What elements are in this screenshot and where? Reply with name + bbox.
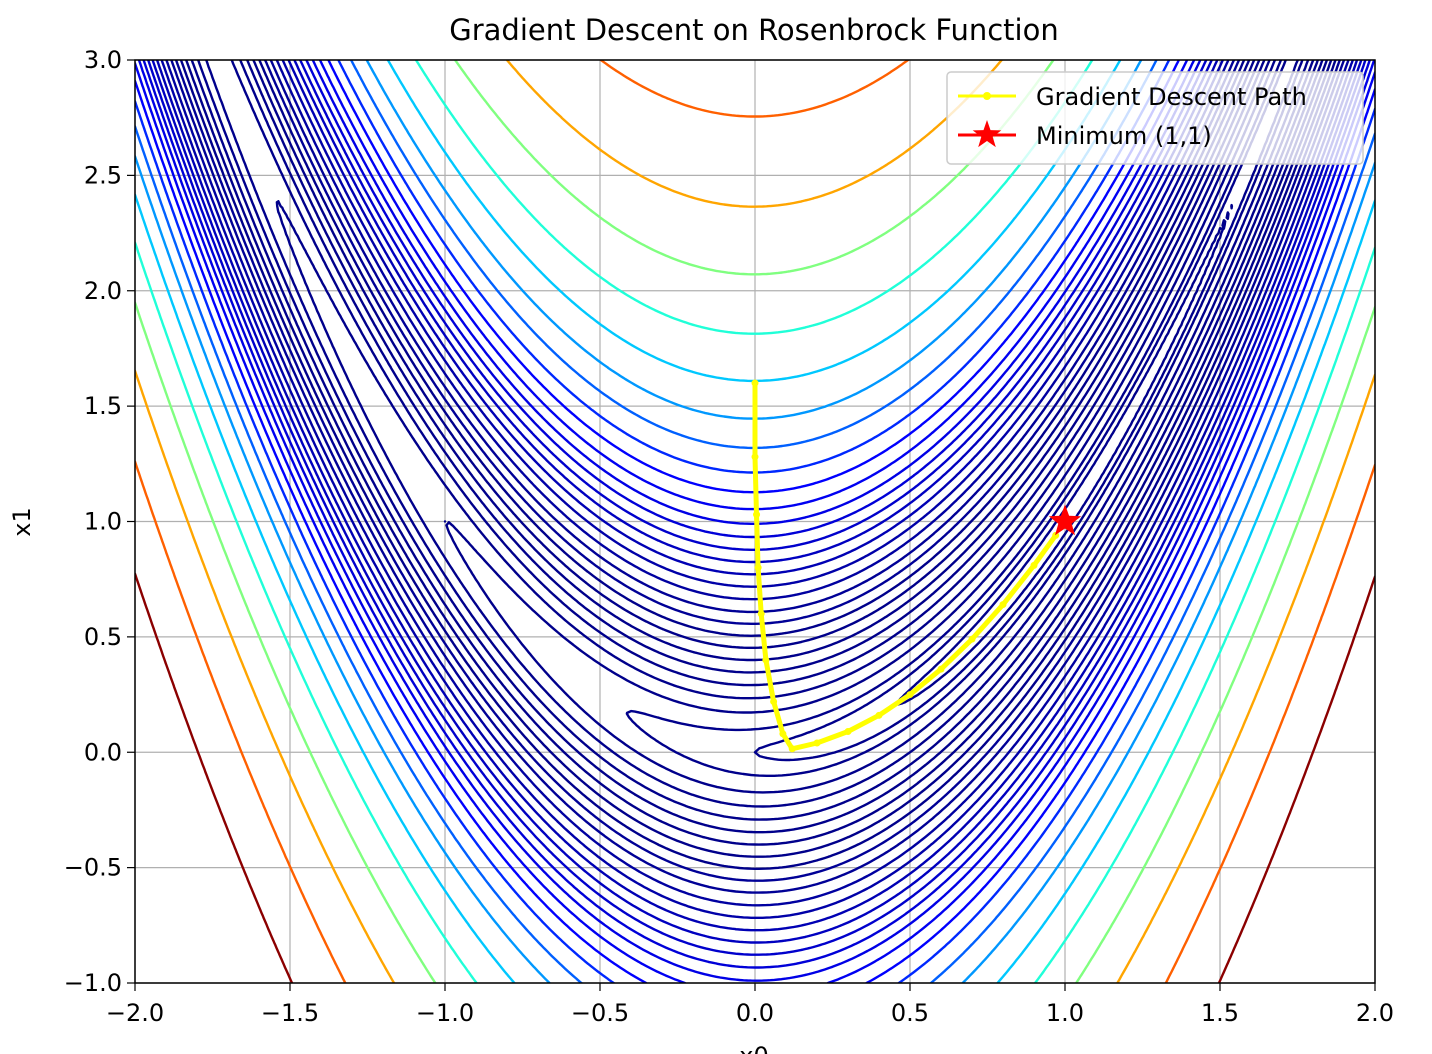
y-tick-label: 0.0 bbox=[84, 738, 122, 766]
x-tick-label: 1.0 bbox=[1046, 999, 1084, 1027]
y-tick-label: 1.5 bbox=[84, 392, 122, 420]
contour-line bbox=[155, 60, 1359, 932]
contour-line bbox=[135, 60, 1375, 983]
chart-title: Gradient Descent on Rosenbrock Function bbox=[449, 13, 1058, 47]
y-tick-label: −1.0 bbox=[64, 969, 122, 997]
path-point bbox=[770, 697, 778, 705]
path-point bbox=[968, 635, 976, 643]
path-point bbox=[751, 453, 759, 461]
y-axis-label: x1 bbox=[8, 507, 36, 536]
y-tick-label: 3.0 bbox=[84, 46, 122, 74]
legend-label-path: Gradient Descent Path bbox=[1036, 83, 1307, 111]
x-tick-label: 0.0 bbox=[736, 999, 774, 1027]
path-point bbox=[937, 665, 945, 673]
minimum-star-marker bbox=[1048, 504, 1082, 536]
y-tick-label: 0.5 bbox=[84, 623, 122, 651]
contour-line bbox=[135, 60, 1375, 983]
contour-line bbox=[151, 60, 1363, 944]
path-layer bbox=[751, 379, 1082, 753]
x-tick-label: 2.0 bbox=[1356, 999, 1394, 1027]
path-point bbox=[875, 711, 883, 719]
x-tick-label: −1.5 bbox=[261, 999, 319, 1027]
contour-line bbox=[135, 60, 1375, 983]
y-tick-label: 2.5 bbox=[84, 161, 122, 189]
x-axis-label: x0 bbox=[739, 1042, 768, 1054]
path-point bbox=[906, 691, 914, 699]
y-tick-label: 1.0 bbox=[84, 508, 122, 536]
contour-line bbox=[443, 60, 1310, 794]
contour-line bbox=[135, 60, 1375, 983]
path-point bbox=[757, 610, 765, 618]
legend-swatch-marker bbox=[983, 92, 991, 100]
contour-line bbox=[135, 60, 1375, 983]
legend-star-icon bbox=[972, 120, 1002, 148]
path-point bbox=[844, 727, 852, 735]
contour-lines bbox=[135, 60, 1375, 983]
path-point bbox=[779, 730, 787, 738]
path-point bbox=[762, 656, 770, 664]
contour-line bbox=[137, 60, 1375, 982]
path-point bbox=[754, 564, 762, 572]
contour-line bbox=[147, 60, 1367, 956]
legend: Gradient Descent Path Minimum (1,1) bbox=[946, 71, 1364, 165]
path-point bbox=[751, 379, 759, 387]
path-point bbox=[1030, 561, 1038, 569]
x-tick-label: 0.5 bbox=[891, 999, 929, 1027]
gradient-descent-path bbox=[752, 380, 1059, 752]
x-tick-label: 1.5 bbox=[1201, 999, 1239, 1027]
path-point bbox=[999, 601, 1007, 609]
contour-line bbox=[275, 60, 1315, 808]
legend-label-minimum: Minimum (1,1) bbox=[1036, 122, 1212, 150]
contour-line bbox=[625, 60, 1304, 777]
contour-line bbox=[135, 60, 1375, 983]
contour-line bbox=[165, 60, 1350, 907]
x-tick-label: −2.0 bbox=[106, 999, 164, 1027]
x-tick-label: −1.0 bbox=[416, 999, 474, 1027]
contour-line bbox=[135, 572, 1375, 983]
y-tick-label: 2.0 bbox=[84, 277, 122, 305]
legend-box bbox=[946, 71, 1364, 165]
path-point bbox=[788, 745, 796, 753]
contour-line bbox=[135, 60, 1375, 983]
path-point bbox=[813, 739, 821, 747]
contour-line bbox=[135, 60, 1375, 983]
y-tick-label: −0.5 bbox=[64, 854, 122, 882]
x-tick-label: −0.5 bbox=[571, 999, 629, 1027]
contour-line bbox=[135, 60, 1375, 983]
path-point bbox=[753, 511, 761, 519]
axis-ticks: −2.0 −1.5 −1.0 −0.5 0.0 0.5 1.0 1.5 2.0 −1.0 −0.5 0… bbox=[64, 46, 1394, 1027]
